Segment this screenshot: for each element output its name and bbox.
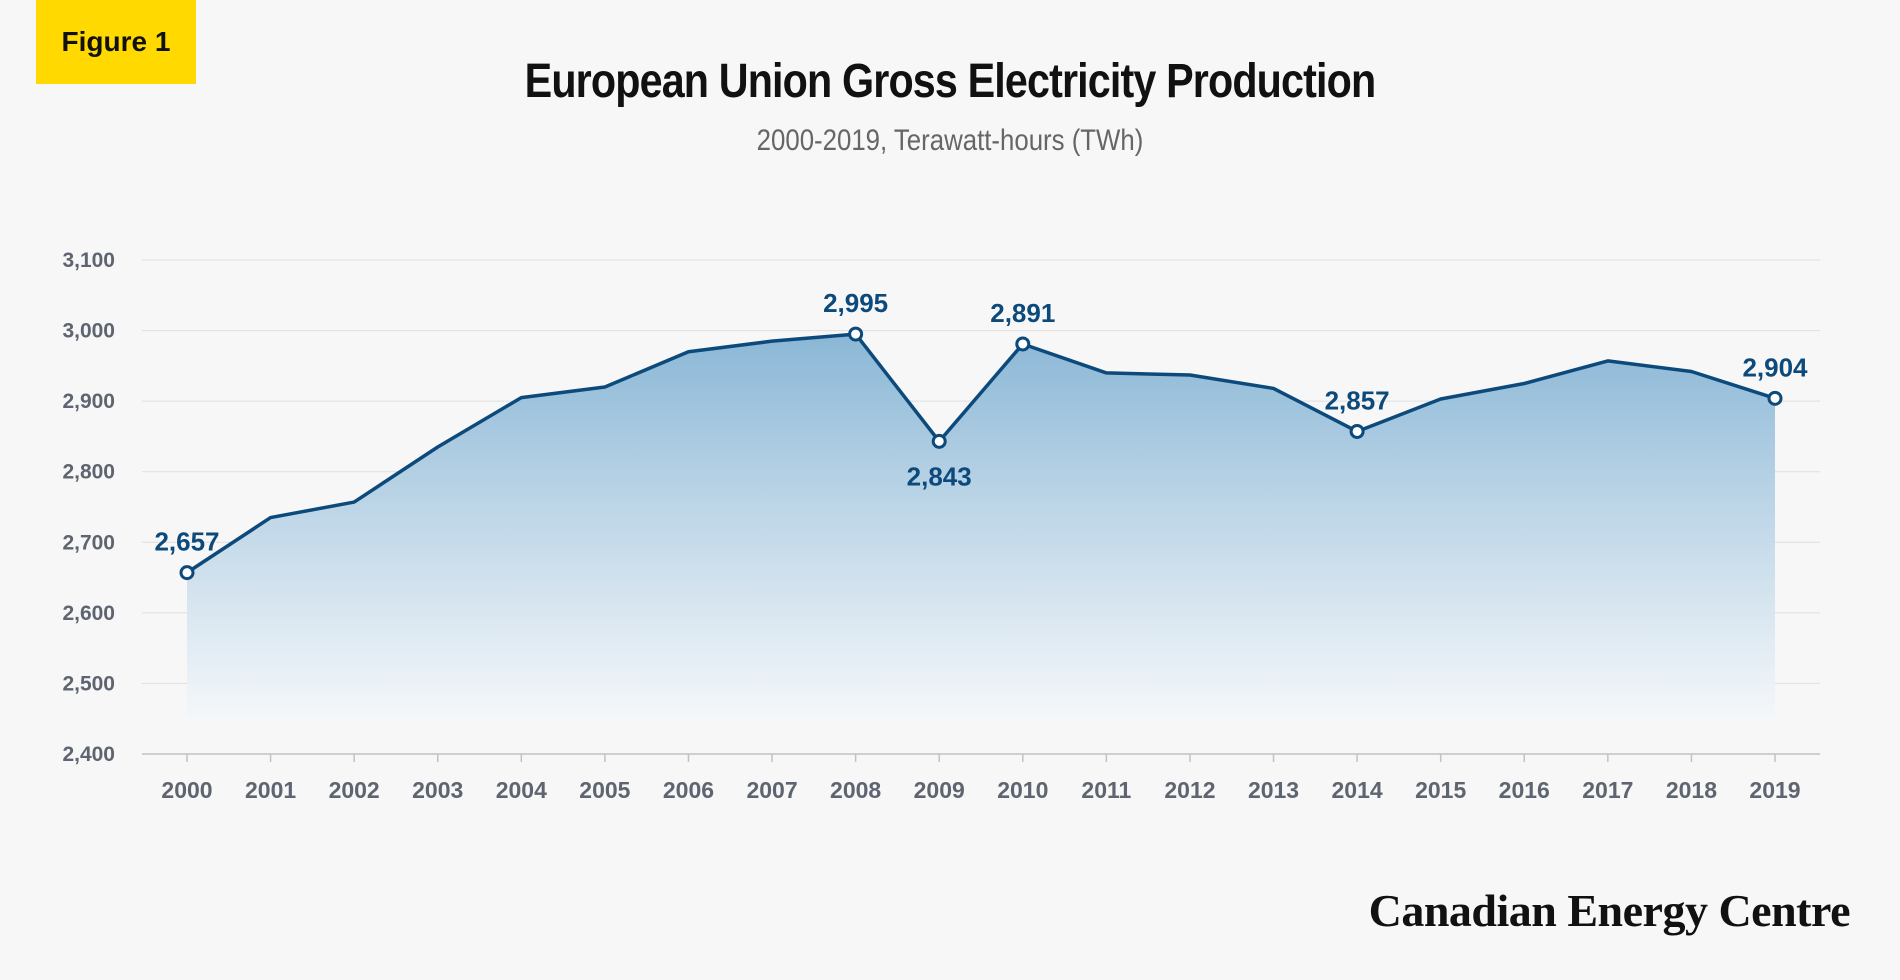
x-tick-label: 2015 xyxy=(1415,777,1466,803)
brand-logo-text: Canadian Energy Centre xyxy=(1368,885,1851,936)
series-line xyxy=(186,332,1776,575)
x-tick-label: 2014 xyxy=(1332,777,1383,803)
x-tick-label: 2013 xyxy=(1248,777,1299,803)
data-label: 2,857 xyxy=(1325,385,1390,415)
y-tick-label: 3,000 xyxy=(62,320,115,343)
x-tick-label: 2016 xyxy=(1499,777,1550,803)
chart-title: European Union Gross Electricity Product… xyxy=(524,55,1377,108)
y-tick-label: 2,400 xyxy=(62,743,115,766)
x-tick-label: 2003 xyxy=(412,777,463,803)
data-point-marker xyxy=(179,565,195,581)
x-tick-label: 2012 xyxy=(1164,777,1215,803)
data-point-marker xyxy=(931,433,947,449)
x-tick-label: 2017 xyxy=(1582,777,1633,803)
data-label: 2,843 xyxy=(907,461,972,491)
x-tick-label: 2010 xyxy=(997,777,1048,803)
x-tick-label: 2011 xyxy=(1081,777,1131,803)
data-points xyxy=(179,326,1783,581)
data-label: 2,657 xyxy=(154,527,219,557)
x-tick-label: 2007 xyxy=(746,777,797,803)
data-point-marker xyxy=(1015,336,1031,352)
x-tick-label: 2002 xyxy=(329,777,380,803)
data-point-marker xyxy=(1767,390,1783,406)
x-tick-label: 2006 xyxy=(663,777,714,803)
y-tick-label: 2,600 xyxy=(62,602,115,625)
data-labels: 2,657 2,995 2,843 2,891 2,857 2,904 xyxy=(154,288,1808,557)
data-label: 2,904 xyxy=(1742,352,1808,382)
area-fill xyxy=(187,334,1775,719)
x-tick-label: 2009 xyxy=(914,777,965,803)
y-tick-label: 2,500 xyxy=(62,672,115,695)
x-tick-label: 2000 xyxy=(161,777,212,803)
x-tick-label: 2008 xyxy=(830,777,881,803)
x-tick-label: 2005 xyxy=(579,777,630,803)
x-tick-label: 2018 xyxy=(1666,777,1717,803)
data-point-marker xyxy=(848,326,864,342)
figure-badge: Figure 1 xyxy=(36,0,196,84)
y-tick-label: 2,900 xyxy=(62,390,115,413)
chart-subtitle: 2000-2019, Terawatt-hours (TWh) xyxy=(756,124,1144,157)
y-tick-label: 3,100 xyxy=(62,249,115,272)
area-shape xyxy=(187,334,1775,719)
x-tick-label: 2001 xyxy=(245,777,296,803)
series-path xyxy=(186,332,1776,575)
y-tick-label: 2,800 xyxy=(62,461,115,484)
x-tick-label: 2004 xyxy=(496,777,547,803)
x-axis: 2000 2001 2002 2003 2004 2005 2006 2007 2008 2009… xyxy=(161,754,1801,803)
data-label: 2,891 xyxy=(990,298,1055,328)
data-label: 2,995 xyxy=(823,288,888,318)
figure-badge-label: Figure 1 xyxy=(61,26,171,57)
data-point-marker xyxy=(1349,423,1365,439)
x-tick-label: 2019 xyxy=(1749,777,1800,803)
y-tick-label: 2,700 xyxy=(62,531,115,554)
y-axis: 2,400 2,500 2,600 2,700 2,800 2,900 3,000 3,100 xyxy=(62,249,115,766)
